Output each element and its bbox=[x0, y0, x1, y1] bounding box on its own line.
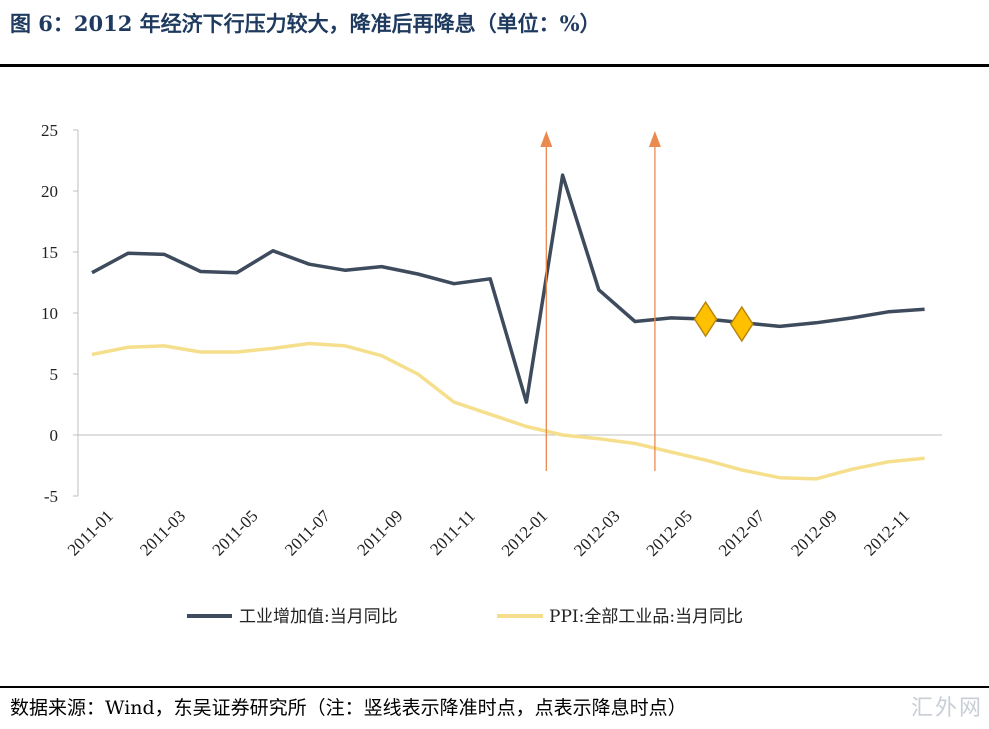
y-tick-label: 5 bbox=[50, 365, 59, 384]
watermark: 汇外网 bbox=[910, 696, 983, 721]
y-tick-label: 10 bbox=[41, 304, 58, 323]
y-tick-label: -5 bbox=[44, 487, 58, 506]
x-tick-label: 2012-11 bbox=[860, 506, 913, 559]
x-tick-label: 2012-03 bbox=[570, 506, 624, 560]
x-tick-label: 2011-09 bbox=[353, 506, 406, 559]
line-chart: 25 20 15 10 5 0 -5 2011-01 2011-03 2011-05 2011-07… bbox=[41, 121, 942, 627]
x-tick-label: 2011-11 bbox=[426, 506, 479, 559]
rate-cut-diamond bbox=[729, 305, 754, 343]
y-tick-label: 15 bbox=[41, 243, 58, 262]
reserve-cut-arrowhead bbox=[540, 131, 553, 147]
x-tick-label: 2012-05 bbox=[643, 506, 697, 560]
top-rule bbox=[0, 64, 989, 67]
x-tick-label: 2011-01 bbox=[64, 506, 117, 559]
y-tick-label: 20 bbox=[41, 182, 58, 201]
x-tick-label: 2012-01 bbox=[498, 506, 552, 560]
y-tick-label: 0 bbox=[50, 426, 59, 445]
source-note: 数据来源：Wind，东吴证券研究所（注：竖线表示降准时点，点表示降息时点） bbox=[10, 697, 687, 719]
rate-cut-diamond bbox=[693, 300, 718, 338]
bottom-rule bbox=[0, 686, 989, 688]
chart-title: 图 6：2012 年经济下行压力较大，降准后再降息（单位：%） bbox=[10, 11, 601, 36]
x-tick-label: 2011-05 bbox=[209, 506, 262, 559]
y-tick-label: 25 bbox=[41, 121, 58, 140]
reserve-cut-arrowhead bbox=[648, 131, 661, 147]
legend-label-ppi: PPI:全部工业品:当月同比 bbox=[549, 607, 743, 627]
x-tick-label: 2011-03 bbox=[136, 506, 189, 559]
legend-label-industrial-output: 工业增加值:当月同比 bbox=[239, 607, 398, 627]
series-line-industrial-output bbox=[91, 173, 925, 404]
x-tick-label: 2012-07 bbox=[715, 506, 769, 560]
x-tick-label: 2012-09 bbox=[787, 506, 841, 560]
x-tick-label: 2011-07 bbox=[281, 506, 334, 559]
series-line-ppi bbox=[91, 341, 925, 481]
